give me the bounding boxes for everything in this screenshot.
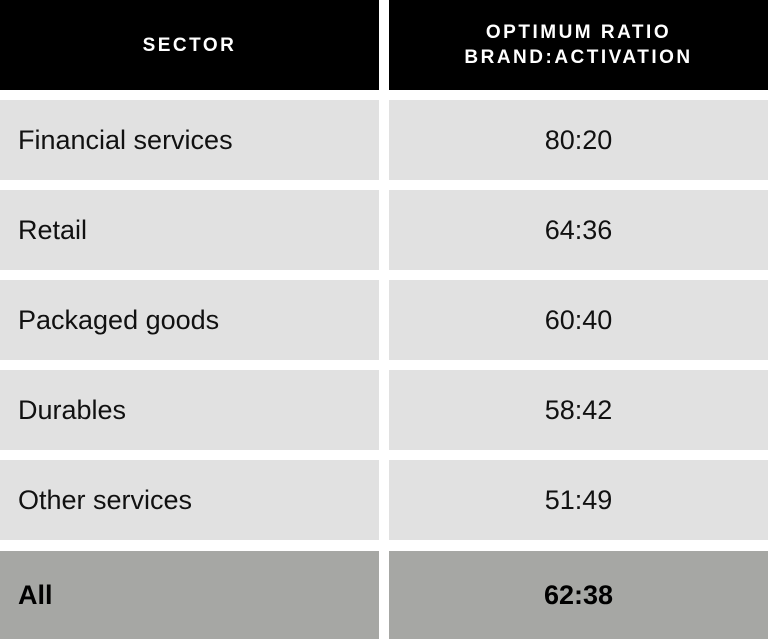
table-cell: 58:42 bbox=[389, 370, 768, 450]
table-cell: Durables bbox=[0, 370, 379, 450]
header-text: OPTIMUM RATIO bbox=[485, 22, 672, 43]
table-cell: 80:20 bbox=[389, 100, 768, 180]
cell-text: All bbox=[18, 579, 53, 610]
cell-text: 60:40 bbox=[544, 304, 613, 335]
header-cell: SECTOR bbox=[0, 0, 379, 90]
header-text: SECTOR bbox=[142, 34, 237, 56]
table-cell: 62:38 bbox=[389, 551, 768, 639]
cell-text: Packaged goods bbox=[18, 304, 220, 335]
cell-text: Retail bbox=[18, 214, 88, 245]
cell-text: 58:42 bbox=[544, 394, 613, 425]
table-cell: 64:36 bbox=[389, 190, 768, 270]
table-cell: 51:49 bbox=[389, 460, 768, 540]
cell-text: 62:38 bbox=[543, 579, 614, 610]
table-cell: Retail bbox=[0, 190, 379, 270]
table-cell: Packaged goods bbox=[0, 280, 379, 360]
table-cell: Other services bbox=[0, 460, 379, 540]
cell-text: 80:20 bbox=[544, 124, 613, 155]
cell-text: Durables bbox=[18, 394, 127, 425]
table-cell: 60:40 bbox=[389, 280, 768, 360]
cell-text: Other services bbox=[18, 484, 193, 515]
cell-text: 64:36 bbox=[544, 214, 613, 245]
header-text: BRAND:ACTIVATION bbox=[464, 47, 693, 68]
cell-text: 51:49 bbox=[544, 484, 613, 515]
table-cell: Financial services bbox=[0, 100, 379, 180]
cell-text: Financial services bbox=[18, 124, 233, 155]
table-cell: All bbox=[0, 551, 379, 639]
header-cell: OPTIMUM RATIO BRAND:ACTIVATION bbox=[389, 0, 768, 90]
